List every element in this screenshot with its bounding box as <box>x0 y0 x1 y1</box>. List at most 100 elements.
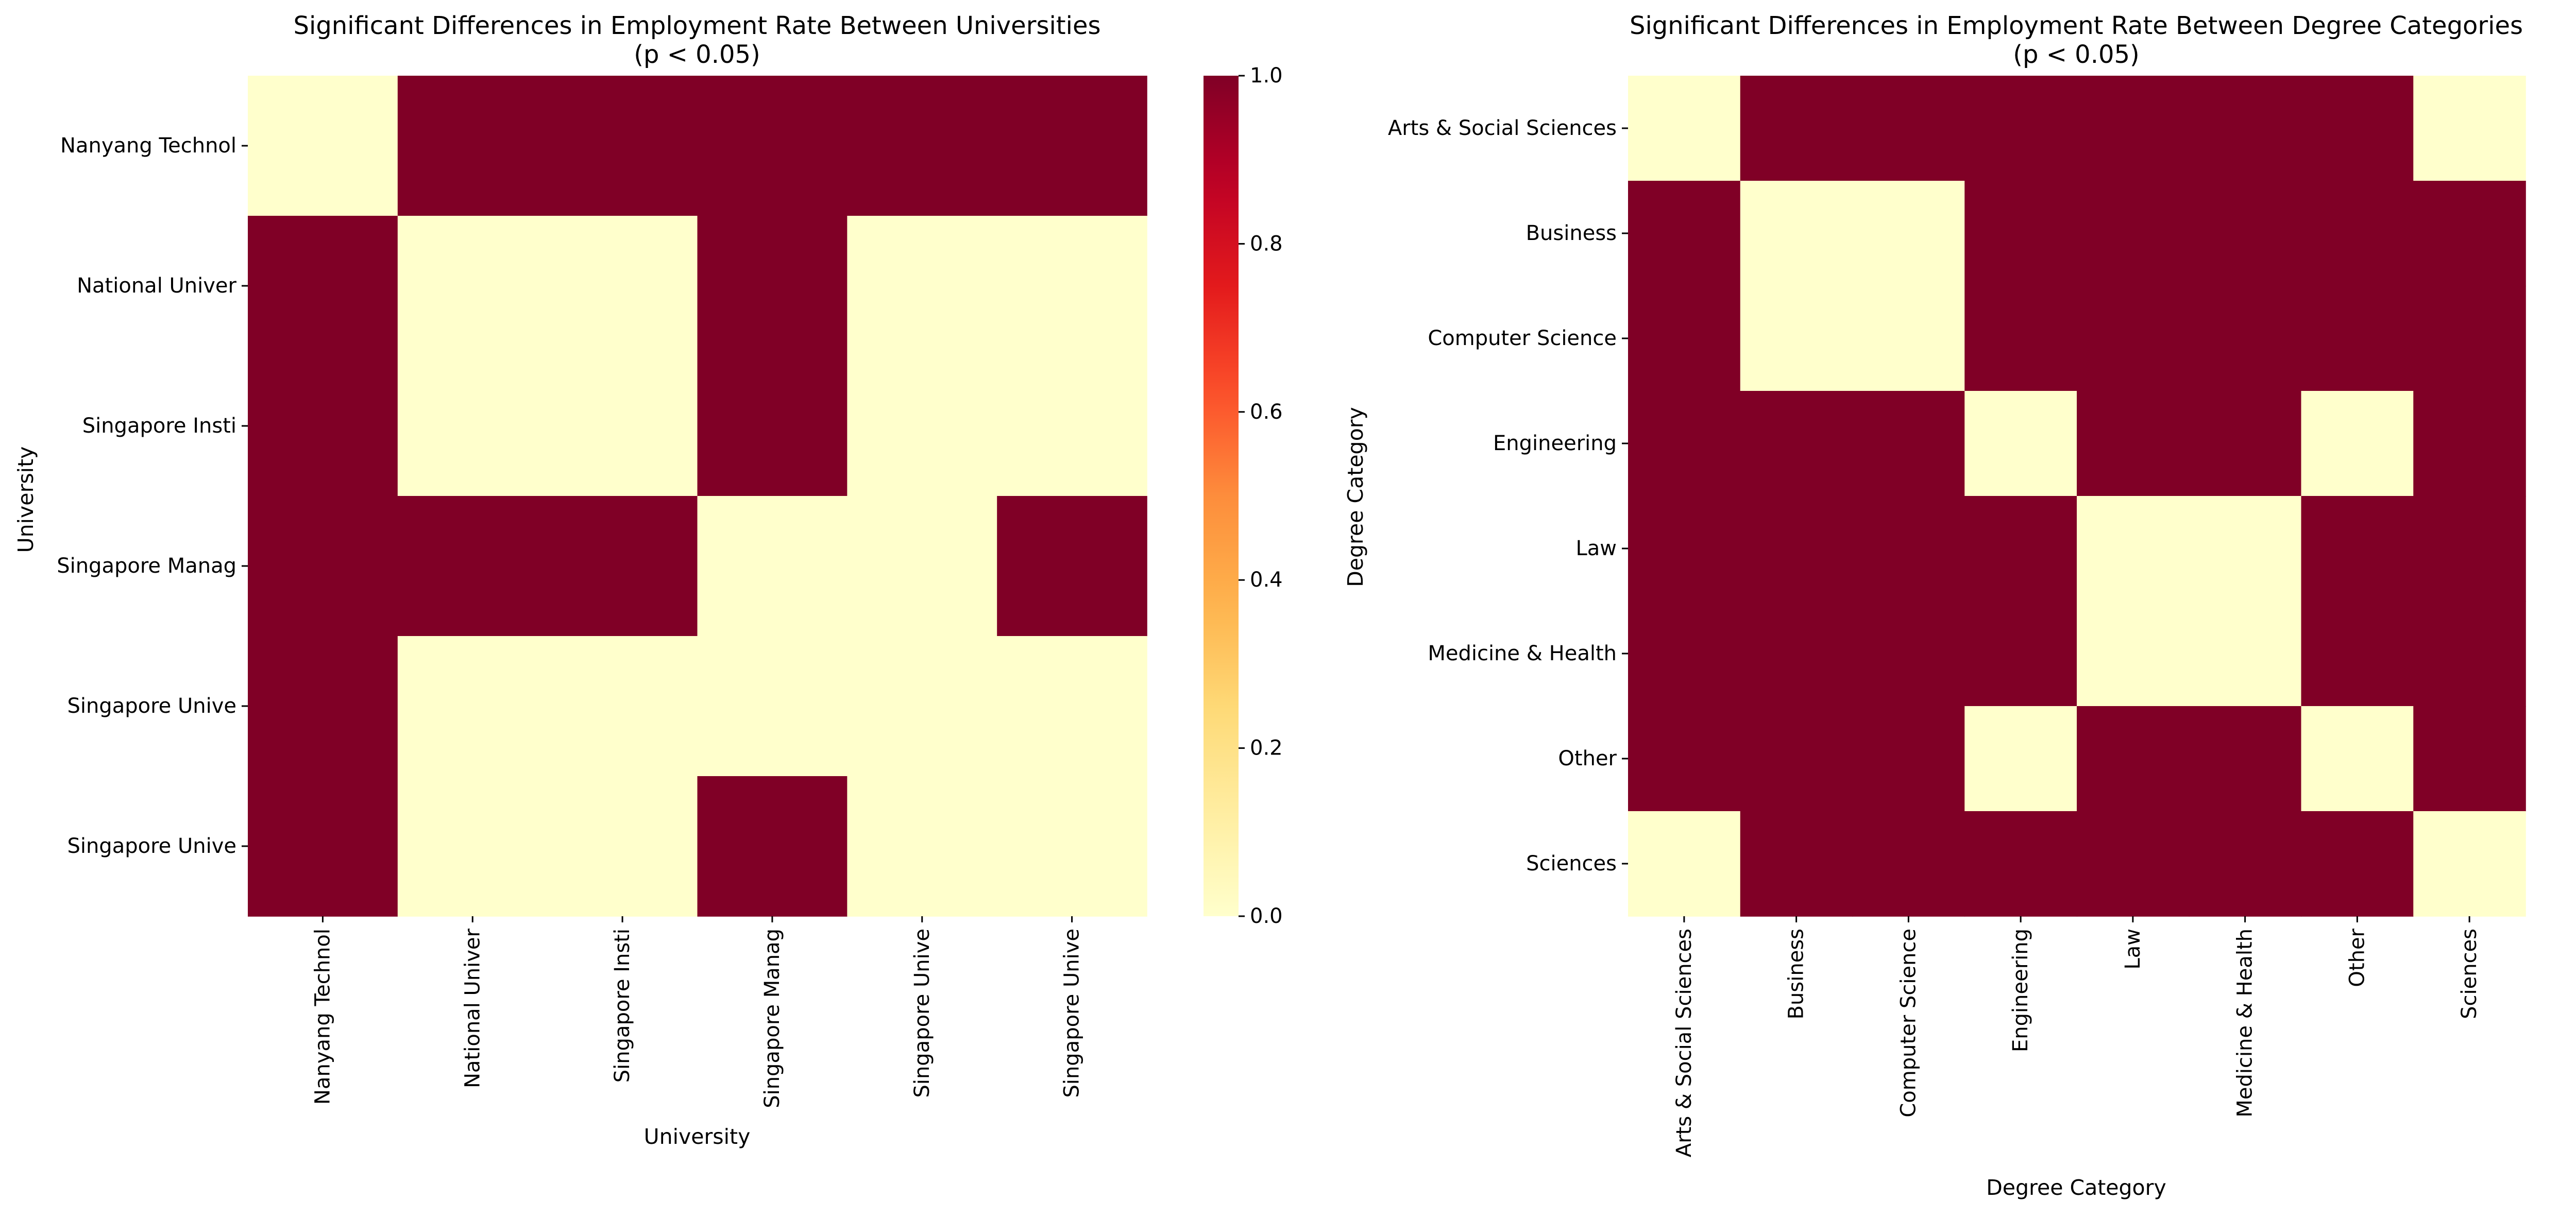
heatmap-cell <box>1628 496 1741 602</box>
x-tick-label: Nanyang Technol <box>311 929 334 1105</box>
x-tick-label: Singapore Insti <box>611 929 634 1083</box>
heatmap-cell <box>2189 811 2302 917</box>
heatmap-cell <box>1740 76 1853 181</box>
heatmap-cell <box>547 216 698 356</box>
heatmap-universities: Significant Differences in Employment Ra… <box>13 11 1283 1149</box>
heatmap-cell <box>2077 181 2190 286</box>
heatmap-cell <box>547 356 698 496</box>
heatmap-cell <box>697 76 848 216</box>
heatmap-cell <box>248 216 398 356</box>
y-tick-label: Medicine & Health <box>1428 642 1617 665</box>
heatmap-cell <box>1852 496 1965 602</box>
y-tick-label: National Univer <box>77 274 236 298</box>
heatmap-cell <box>397 76 548 216</box>
heatmap-cell <box>997 496 1147 637</box>
heatmap-cell <box>2301 496 2414 602</box>
colorbar-tick-label: 0.0 <box>1250 904 1283 928</box>
y-tick-labels: Arts & Social Sciences Business Computer S… <box>1388 116 1628 876</box>
heatmap-cell <box>1964 286 2077 391</box>
heatmap-cell <box>1628 601 1741 707</box>
x-tick-labels: Arts & Social Sciences Business Computer S… <box>1672 916 2481 1157</box>
heatmap-cell <box>997 636 1147 777</box>
heatmap-cell <box>1852 76 1965 181</box>
heatmap-cell <box>1852 706 1965 812</box>
y-tick-label: Law <box>1575 537 1617 560</box>
heatmap-cell <box>397 356 548 496</box>
heatmap-cell <box>997 776 1147 917</box>
x-tick-labels: Nanyang Technol National Univer Singapore … <box>311 916 1084 1108</box>
heatmap-cell <box>2189 391 2302 496</box>
colorbar-tick-label: 0.8 <box>1250 232 1283 255</box>
heatmap-cell <box>1852 601 1965 707</box>
x-tick-label: Arts & Social Sciences <box>1672 929 1696 1157</box>
x-tick-label: Computer Science <box>1896 929 1920 1118</box>
y-tick-label: Sciences <box>1526 852 1617 876</box>
heatmap-cell <box>1964 601 2077 707</box>
x-tick-label: Singapore Unive <box>1060 929 1084 1098</box>
heatmap-cell <box>2413 601 2526 707</box>
heatmap-cell <box>697 776 848 917</box>
heatmap-cell <box>2189 76 2302 181</box>
heatmap-cell <box>2413 181 2526 286</box>
heatmap-cell <box>697 216 848 356</box>
heatmap-cell <box>2301 286 2414 391</box>
heatmap-cell <box>1740 181 1853 286</box>
heatmap-cell <box>397 776 548 917</box>
heatmap-cell <box>697 496 848 637</box>
colorbar-tick-label: 0.2 <box>1250 736 1283 760</box>
heatmap-cell <box>547 776 698 917</box>
x-tick-label: Engineering <box>2009 929 2032 1052</box>
heatmap-cell <box>2077 391 2190 496</box>
x-axis-label: University <box>644 1124 751 1149</box>
heatmap-cell <box>248 496 398 637</box>
heatmap-cell <box>248 776 398 917</box>
y-tick-labels: Nanyang Technol National Univer Singapore … <box>57 134 248 858</box>
heatmap-cell <box>248 76 398 216</box>
heatmap-cells <box>1628 76 2526 917</box>
heatmap-cell <box>1852 286 1965 391</box>
colorbar: 0.0 0.2 0.4 0.6 0.8 1.0 <box>1204 64 1283 928</box>
colorbar-tick-label: 0.6 <box>1250 400 1283 424</box>
heatmap-cell <box>1740 706 1853 812</box>
heatmap-cell <box>1964 181 2077 286</box>
y-tick-label: Singapore Unive <box>67 834 236 858</box>
heatmap-cell <box>2077 76 2190 181</box>
x-tick-label: Singapore Manag <box>760 929 784 1108</box>
heatmap-cell <box>1964 76 2077 181</box>
heatmap-cell <box>2413 706 2526 812</box>
y-tick-label: Business <box>1526 221 1617 245</box>
heatmap-cell <box>1740 601 1853 707</box>
heatmap-cell <box>1628 391 1741 496</box>
heatmap-cell <box>2077 286 2190 391</box>
heatmap-cell <box>2189 286 2302 391</box>
heatmap-cell <box>697 636 848 777</box>
heatmap-cell <box>1964 496 2077 602</box>
heatmap-cell <box>997 216 1147 356</box>
heatmap-cell <box>1852 811 1965 917</box>
heatmap-cell <box>547 76 698 216</box>
heatmap-cell <box>847 216 997 356</box>
heatmap-cell <box>2413 76 2526 181</box>
colorbar-gradient <box>1204 76 1239 916</box>
y-tick-label: Engineering <box>1493 432 1617 455</box>
heatmap-cell <box>1964 391 2077 496</box>
heatmap-cell <box>997 76 1147 216</box>
x-tick-label: Medicine & Health <box>2233 929 2257 1118</box>
heatmap-cell <box>847 356 997 496</box>
heatmap-cell <box>1628 76 1741 181</box>
y-tick-label: Singapore Insti <box>82 414 236 438</box>
y-axis-label: Degree Category <box>1343 407 1368 587</box>
x-tick-label: Business <box>1785 929 1808 1019</box>
y-axis-label: University <box>13 447 38 553</box>
heatmap-cell <box>2301 601 2414 707</box>
x-tick-label: Sciences <box>2458 929 2481 1019</box>
y-tick-label: Nanyang Technol <box>60 134 236 158</box>
heatmap-cell <box>2301 706 2414 812</box>
heatmap-cell <box>1628 286 1741 391</box>
y-tick-label: Singapore Manag <box>57 554 236 578</box>
colorbar-tick-label: 1.0 <box>1250 64 1283 88</box>
heatmap-cell <box>847 776 997 917</box>
colorbar-tick-label: 0.4 <box>1250 568 1283 592</box>
heatmap-cell <box>847 76 997 216</box>
